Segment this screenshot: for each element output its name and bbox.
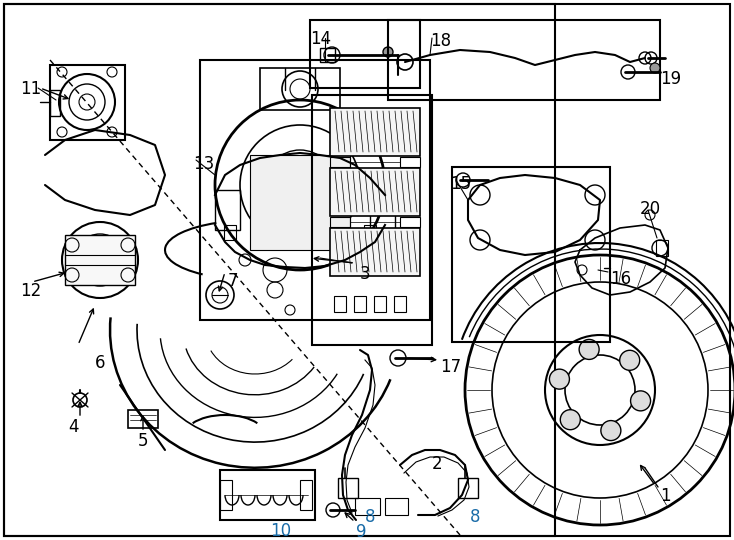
Text: 14: 14: [310, 30, 331, 48]
Bar: [452, 167, 610, 342]
Bar: [656, 240, 668, 256]
Text: 16: 16: [610, 270, 631, 288]
Text: 9: 9: [356, 523, 366, 540]
Bar: [4, 4, 555, 536]
Bar: [200, 60, 430, 320]
Bar: [329, 225, 341, 240]
Text: 13: 13: [193, 155, 214, 173]
Circle shape: [550, 369, 570, 389]
Bar: [354, 296, 366, 312]
Bar: [310, 20, 420, 88]
Circle shape: [631, 391, 650, 411]
Bar: [312, 95, 432, 345]
Text: 8: 8: [470, 508, 481, 526]
Bar: [259, 225, 271, 240]
Bar: [374, 296, 386, 312]
Text: 5: 5: [138, 432, 148, 450]
Text: 12: 12: [20, 282, 41, 300]
Circle shape: [579, 340, 599, 360]
Text: 2: 2: [432, 455, 443, 473]
Bar: [334, 296, 346, 312]
Text: 10: 10: [270, 522, 291, 540]
Bar: [320, 48, 335, 62]
Text: 20: 20: [640, 200, 661, 218]
Bar: [220, 480, 232, 510]
Bar: [330, 228, 420, 276]
Bar: [65, 235, 135, 285]
Text: 1: 1: [660, 487, 671, 505]
Bar: [215, 190, 240, 230]
Bar: [330, 157, 350, 167]
Circle shape: [383, 47, 393, 57]
Bar: [260, 68, 340, 110]
Text: 15: 15: [450, 175, 471, 193]
Text: 18: 18: [430, 32, 451, 50]
Bar: [388, 20, 660, 100]
Text: 3: 3: [360, 265, 371, 283]
Bar: [330, 108, 420, 156]
Bar: [300, 480, 312, 510]
Text: 6: 6: [95, 354, 106, 372]
Circle shape: [601, 421, 621, 441]
Circle shape: [619, 350, 640, 370]
Bar: [364, 225, 376, 240]
Circle shape: [560, 410, 581, 430]
Bar: [50, 65, 125, 140]
Bar: [50, 90, 60, 116]
Bar: [330, 168, 420, 216]
Bar: [355, 498, 380, 515]
Bar: [220, 470, 315, 520]
Text: 19: 19: [660, 70, 681, 88]
Bar: [385, 498, 408, 515]
Bar: [458, 478, 478, 498]
Bar: [224, 225, 236, 240]
Text: 17: 17: [440, 358, 461, 376]
Text: 4: 4: [68, 418, 79, 436]
Bar: [338, 478, 358, 498]
Text: 7: 7: [228, 272, 239, 290]
Text: 11: 11: [20, 80, 41, 98]
Bar: [370, 190, 395, 230]
Bar: [400, 217, 420, 227]
Bar: [250, 155, 350, 250]
Text: 8: 8: [365, 508, 376, 526]
Bar: [400, 157, 420, 167]
Bar: [330, 217, 350, 227]
Bar: [128, 410, 158, 428]
Bar: [394, 296, 406, 312]
Circle shape: [650, 63, 660, 73]
